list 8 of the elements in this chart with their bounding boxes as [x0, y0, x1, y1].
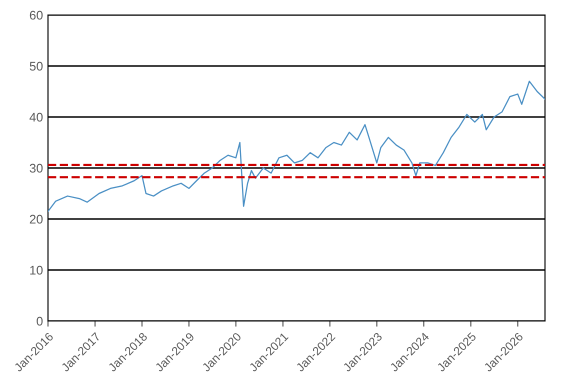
- y-tick-label: 60: [30, 10, 43, 20]
- y-tick-label: 50: [30, 62, 43, 71]
- y-tick-label: 20: [30, 214, 43, 224]
- y-tick-label: 40: [30, 112, 43, 122]
- line-series: [48, 80, 545, 212]
- y-tick-label: 0: [36, 316, 43, 326]
- y-tick-label: 10: [30, 266, 43, 275]
- y-tick-label: 30: [30, 164, 43, 173]
